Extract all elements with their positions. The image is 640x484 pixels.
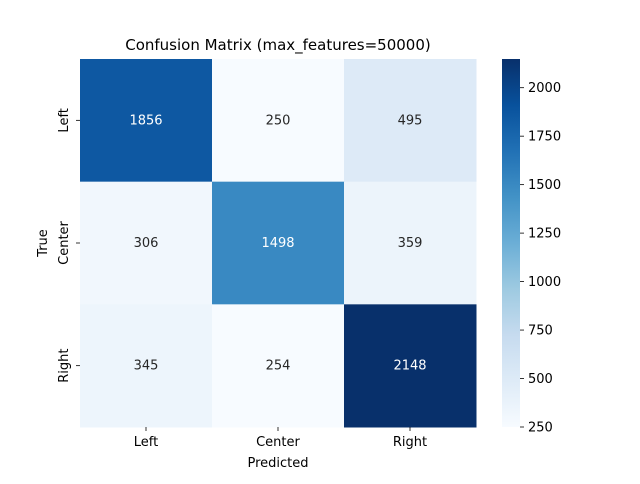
heatmap-cell-0-1 (212, 59, 345, 183)
cell-value-label-2-0: 345 (134, 359, 159, 374)
heatmap-cell-1-2 (344, 181, 477, 305)
cell-value-label-0-1: 250 (266, 113, 291, 128)
heatmap-cell-0-0 (80, 59, 213, 183)
y-axis-label: True (36, 229, 51, 258)
heatmap-cell-labels: 1856 250 495 306 1498 359 345 254 2148 (129, 113, 426, 373)
y-tick-label-0: Left (57, 108, 72, 132)
heatmap-cell-1-1 (212, 181, 345, 305)
colorbar-tick-label-4: 1250 (528, 227, 561, 242)
colorbar-tick-label-7: 2000 (528, 81, 561, 96)
y-tick-label-2: Right (57, 349, 72, 383)
colorbar-tick-label-5: 1500 (528, 178, 561, 193)
x-axis-label: Predicted (247, 456, 308, 471)
x-axis: Left Center Right (134, 427, 427, 450)
heatmap-cell-0-2 (344, 59, 477, 183)
colorbar-tick-label-1: 500 (528, 372, 553, 387)
y-axis: Left Center Right (57, 108, 80, 383)
x-tick-label-2: Right (393, 435, 427, 450)
x-tick-label-1: Center (256, 435, 300, 450)
colorbar-ticks: 250 500 750 1000 1250 1500 1750 2000 (520, 81, 561, 436)
y-tick-label-1: Center (57, 220, 72, 264)
heatmap-cell-2-2 (344, 304, 477, 428)
cell-value-label-0-0: 1856 (129, 113, 162, 128)
heatmap-cells (80, 59, 477, 428)
cell-value-label-2-2: 2148 (393, 359, 426, 374)
cell-value-label-1-1: 1498 (261, 236, 294, 251)
x-tick-label-0: Left (134, 435, 158, 450)
cell-value-label-1-0: 306 (134, 236, 159, 251)
heatmap-cell-1-0 (80, 181, 213, 305)
colorbar-tick-label-3: 1000 (528, 275, 561, 290)
cell-value-label-1-2: 359 (398, 236, 423, 251)
chart-title: Confusion Matrix (max_features=50000) (125, 36, 431, 55)
heatmap-cell-2-1 (212, 304, 345, 428)
cell-value-label-2-1: 254 (266, 359, 291, 374)
cell-value-label-0-2: 495 (398, 113, 423, 128)
heatmap-cell-2-0 (80, 304, 213, 428)
colorbar-tick-label-6: 1750 (528, 130, 561, 145)
colorbar (502, 59, 520, 427)
colorbar-tick-label-2: 750 (528, 324, 553, 339)
colorbar-tick-label-0: 250 (528, 421, 553, 436)
